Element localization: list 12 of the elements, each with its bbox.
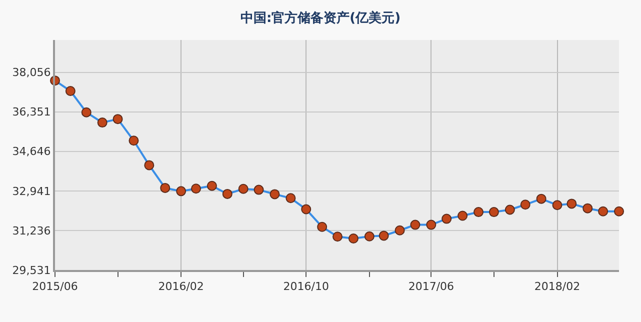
y-tick-label: 34,646 bbox=[12, 145, 51, 158]
y-tick-label: 29,531 bbox=[12, 264, 51, 277]
x-tick-label: 2015/06 bbox=[32, 280, 78, 294]
y-tick-label: 32,941 bbox=[12, 184, 51, 198]
x-tick-label: 2017/06 bbox=[408, 280, 454, 294]
x-tick-label: 2016/10 bbox=[283, 280, 329, 294]
x-tick-label: 2018/02 bbox=[534, 280, 580, 294]
y-tick-label: 36,351 bbox=[12, 106, 51, 119]
chart-title: 中国:官方储备资产(亿美元) bbox=[240, 10, 401, 26]
x-tick-label: 2016/02 bbox=[158, 280, 204, 294]
y-tick-label: 38,056 bbox=[12, 66, 51, 80]
y-tick-label: 31,236 bbox=[12, 224, 51, 238]
